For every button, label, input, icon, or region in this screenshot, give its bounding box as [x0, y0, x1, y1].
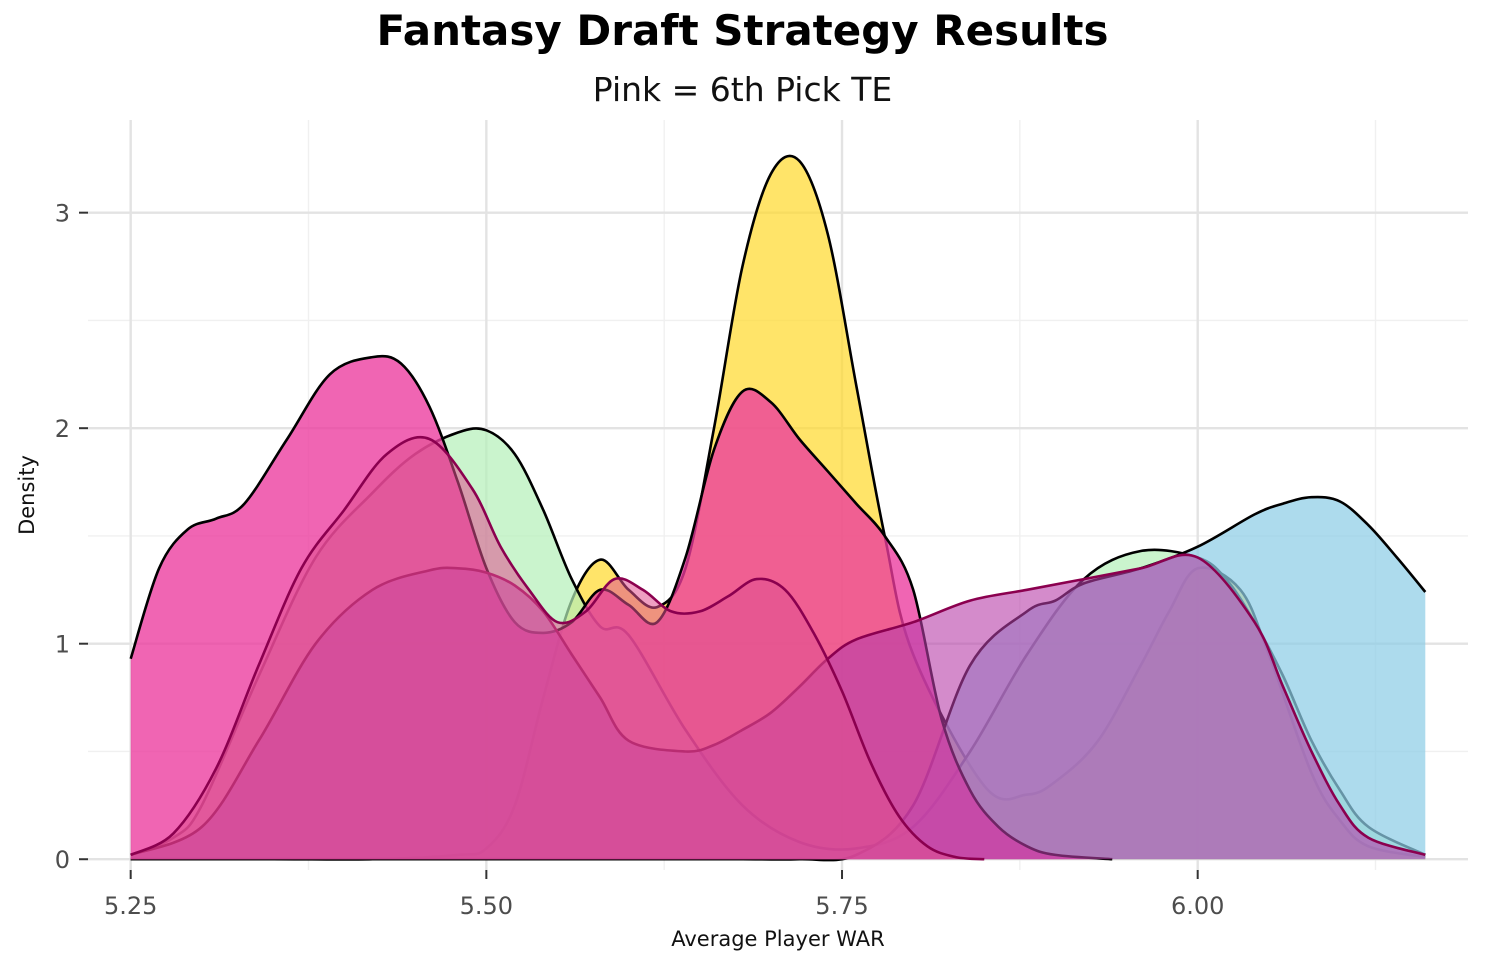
- x-axis-title: Average Player WAR: [671, 927, 885, 951]
- density-area-6: [130, 437, 985, 860]
- y-axis-title: Density: [15, 455, 39, 535]
- x-tick-label: 5.25: [104, 892, 157, 920]
- series-layer: [129, 154, 1427, 862]
- y-tick-label: 1: [55, 631, 70, 659]
- x-tick-label: 5.75: [815, 892, 868, 920]
- chart-title: Fantasy Draft Strategy Results: [376, 6, 1109, 55]
- y-tick-label: 3: [55, 200, 70, 228]
- y-tick-label: 2: [55, 415, 70, 443]
- y-tick-label: 0: [55, 846, 70, 874]
- density-curve-6: [130, 435, 985, 861]
- x-tick-label: 5.50: [460, 892, 513, 920]
- x-tick-label: 6.00: [1171, 892, 1224, 920]
- axis-layer: 5.25 5.50 5.75 6.00 0 1 2 3: [55, 200, 1225, 920]
- chart-subtitle: Pink = 6th Pick TE: [592, 70, 893, 109]
